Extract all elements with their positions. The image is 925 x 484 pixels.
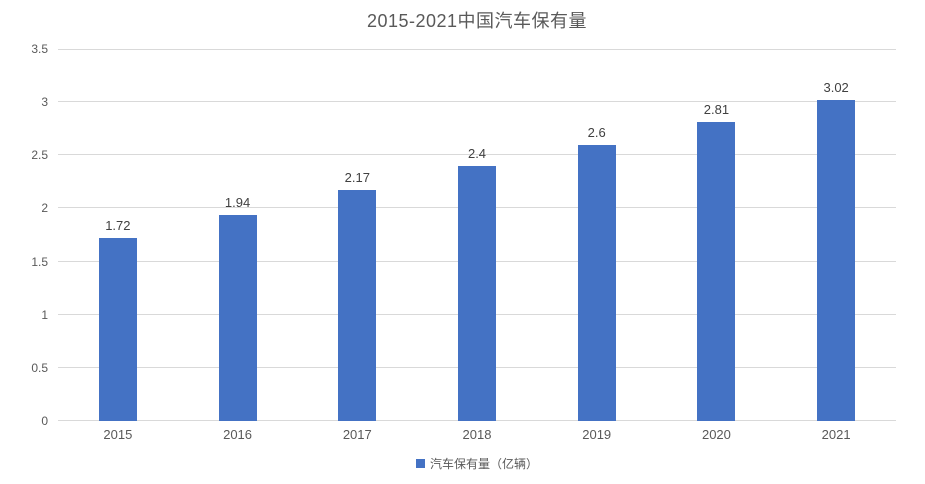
x-axis: 2015 2016 2017 2018 2019 2020 2021 (58, 427, 896, 443)
y-tick-label: 2 (41, 201, 48, 215)
bar-2018 (458, 166, 496, 421)
y-axis: 0 0.5 1 1.5 2 2.5 3 3.5 (0, 42, 48, 428)
bar-value-label: 2.4 (467, 146, 487, 161)
x-tick-label: 2015 (103, 427, 133, 442)
y-tick-label: 1.5 (31, 255, 48, 269)
y-tick-label: 2.5 (31, 148, 48, 162)
legend-swatch (415, 459, 425, 468)
bar-2015 (99, 238, 137, 421)
gridline (58, 49, 896, 50)
bar-value-label: 1.72 (105, 218, 131, 233)
bar-2021 (817, 100, 855, 421)
x-tick-label: 2021 (821, 427, 851, 442)
y-tick-label: 3 (41, 95, 48, 109)
bar-2016 (219, 215, 257, 421)
x-tick-label: 2020 (701, 427, 731, 442)
x-tick-label: 2019 (582, 427, 612, 442)
x-tick-label: 2017 (342, 427, 372, 442)
bar-value-label: 3.02 (823, 80, 849, 95)
legend-label: 汽车保有量（亿辆） (429, 457, 538, 471)
y-tick-label: 1 (41, 308, 48, 322)
bar-value-label: 1.94 (224, 195, 251, 210)
y-tick-label: 0 (41, 414, 48, 428)
bar-2019 (578, 145, 616, 421)
bar-2020 (697, 122, 735, 421)
y-tick-label: 3.5 (31, 42, 48, 56)
bar-value-label: 2.81 (703, 102, 730, 117)
x-tick-label: 2018 (462, 427, 492, 442)
y-tick-label: 0.5 (31, 361, 48, 375)
bar-2017 (338, 190, 376, 421)
bar-value-label: 2.6 (587, 125, 606, 140)
x-tick-label: 2016 (223, 427, 253, 442)
plot-area: 1.72 1.94 2.17 2.4 2.6 2.81 3.02 (58, 49, 896, 421)
legend: 汽车保有量（亿辆） (58, 455, 896, 472)
bar-value-label: 2.17 (344, 170, 370, 185)
gridline (58, 101, 896, 102)
gridline (58, 154, 896, 155)
chart-title: 2015-2021中国汽车保有量 (366, 11, 588, 31)
